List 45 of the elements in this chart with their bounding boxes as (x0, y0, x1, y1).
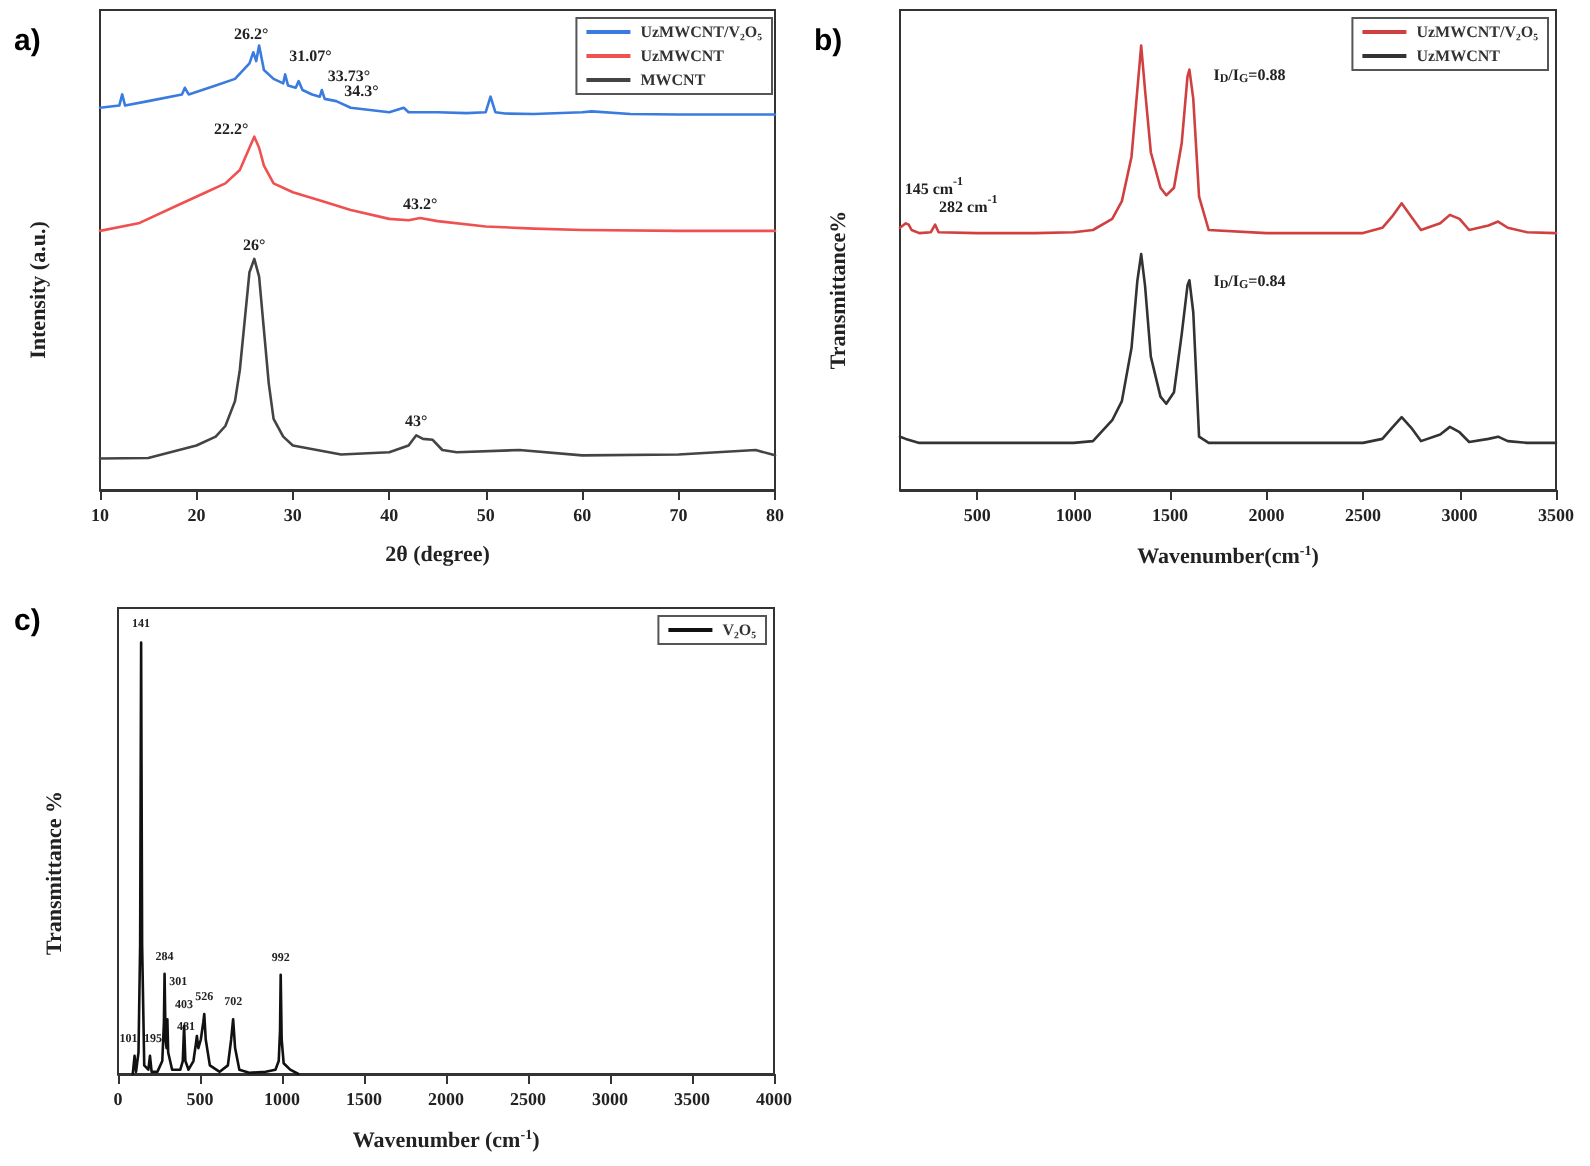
x-tick-label: 4000 (756, 1089, 793, 1109)
x-tick-label: 1000 (1055, 505, 1093, 525)
x-tick-label: 3500 (1538, 505, 1575, 525)
x-tick-label: 60 (573, 505, 593, 525)
x-tick-label: 3000 (592, 1089, 629, 1109)
annotation: 26.2° (233, 24, 269, 43)
x-tick-label: 40 (380, 505, 400, 525)
y-axis-title: Transmittance % (43, 791, 67, 955)
y-axis-title: Transmittance% (827, 210, 851, 370)
chart-title: a) (14, 24, 41, 58)
y-axis-title: Intensity (a.u.) (27, 220, 51, 359)
x-axis-title: 2θ (degree) (385, 543, 491, 567)
x-tick-label: 3500 (674, 1089, 711, 1109)
x-tick-label: 500 (186, 1089, 215, 1109)
x-tick-label: 50 (476, 505, 496, 525)
legend-label: V₂O₅ (722, 621, 758, 639)
annotation: 43.2° (402, 195, 438, 213)
legend-label: MWCNT (640, 71, 707, 89)
x-tick-label: 20 (187, 505, 207, 525)
x-tick-label: 30 (283, 505, 303, 525)
x-tick-label: 1500 (1152, 505, 1190, 525)
x-tick-label: 0 (113, 1089, 124, 1109)
x-tick-label: 70 (669, 505, 689, 525)
x-tick-label: 2000 (428, 1089, 465, 1109)
x-tick-label: 80 (766, 505, 785, 525)
annotation: 43° (405, 412, 428, 431)
legend-label: UzMWCNT (1416, 47, 1502, 65)
x-tick-label: 1500 (346, 1089, 383, 1109)
annotation: 33.73° (327, 67, 371, 85)
annotation: 34.3° (344, 82, 379, 101)
legend-label: UzMWCNT/V₂O₅ (1416, 23, 1540, 41)
annotation: 31.07° (289, 47, 332, 66)
legend-label: UzMWCNT (640, 47, 726, 65)
x-tick-label: 2500 (510, 1089, 547, 1109)
annotation: 22.2° (213, 119, 249, 138)
x-tick-label: 1000 (264, 1089, 301, 1109)
x-tick-label: 2000 (1248, 505, 1286, 525)
x-tick-label: 3000 (1441, 505, 1479, 525)
x-tick-label: 500 (963, 505, 992, 525)
x-tick-label: 2500 (1345, 505, 1383, 525)
legend-label: UzMWCNT/V₂O₅ (640, 23, 764, 41)
chart-title: c) (14, 604, 41, 638)
annotation: 26° (243, 235, 266, 254)
x-tick-label: 10 (91, 505, 110, 525)
chart-title: b) (814, 24, 843, 58)
